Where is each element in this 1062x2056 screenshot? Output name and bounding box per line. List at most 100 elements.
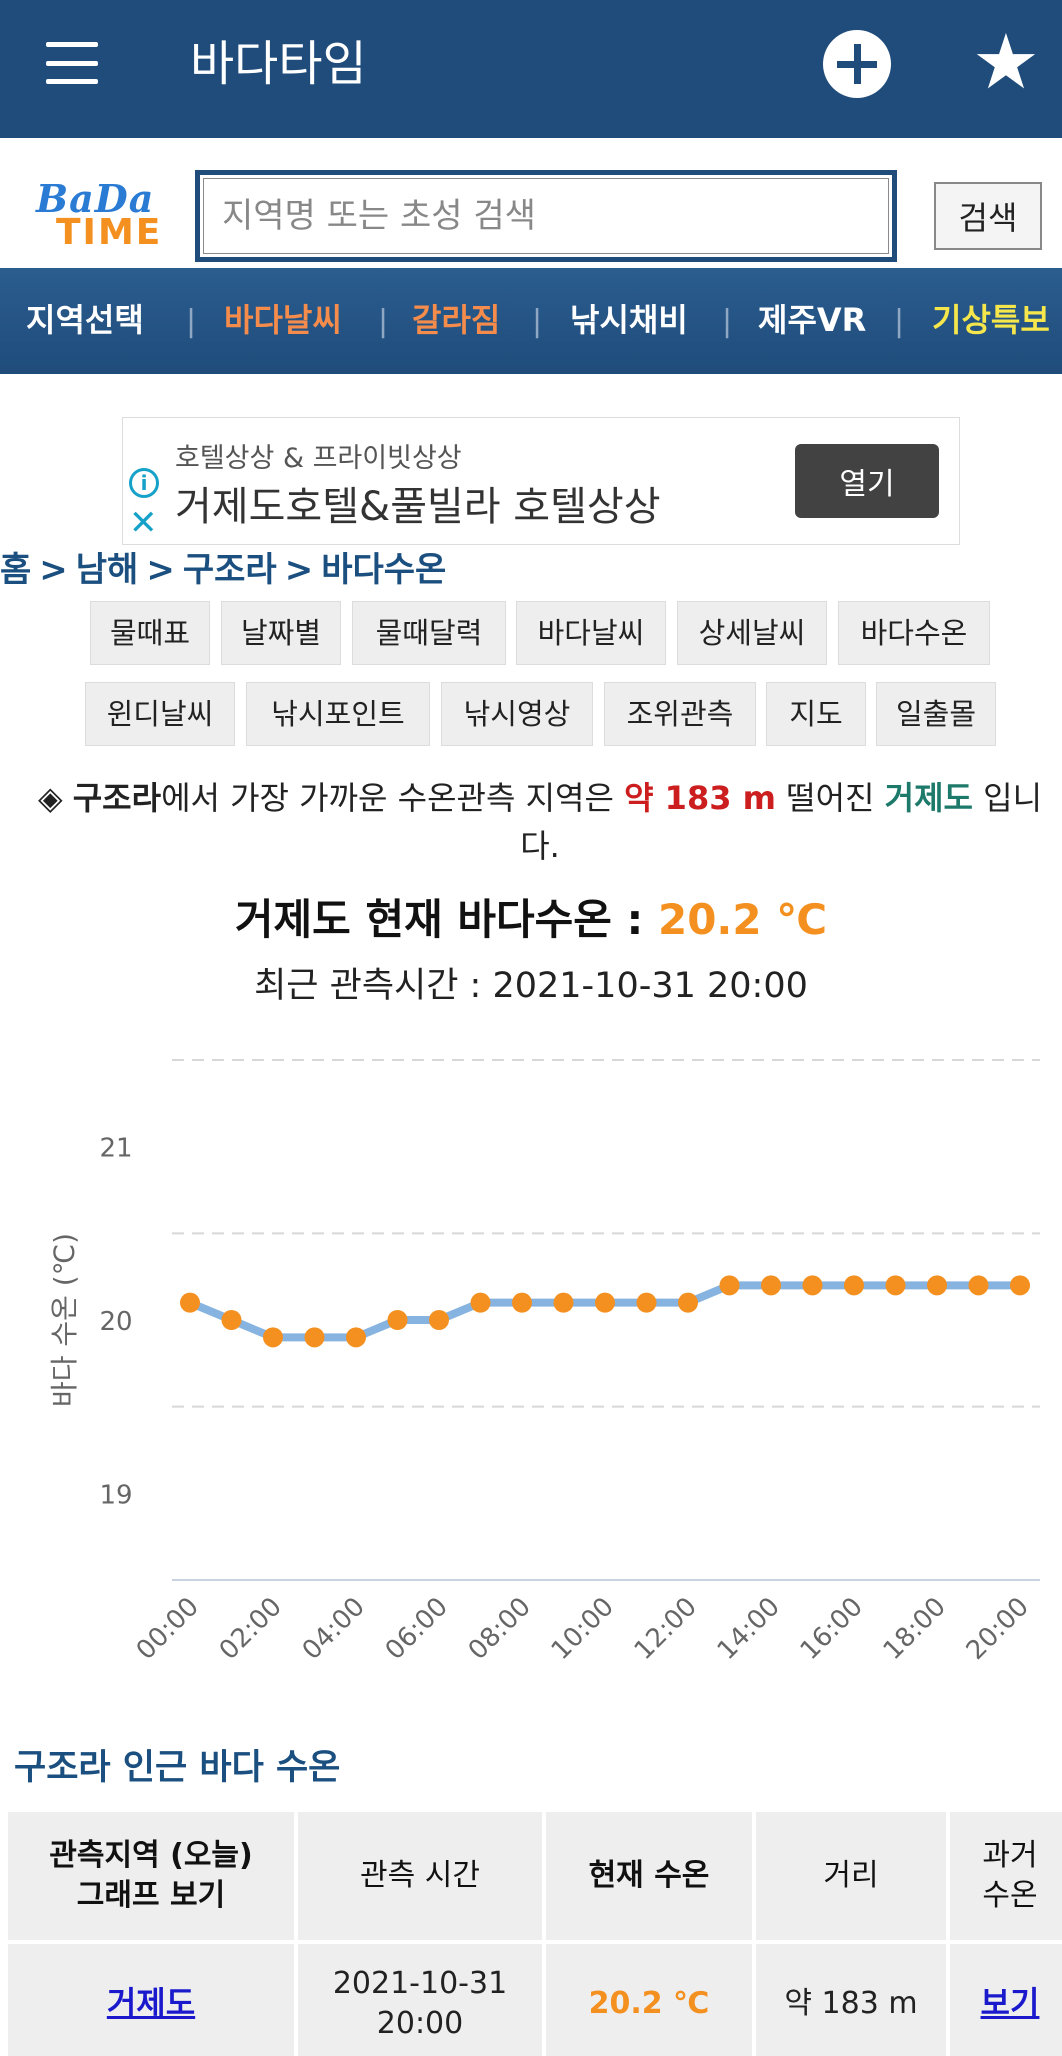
data-point (719, 1275, 740, 1296)
x-tick-label: 18:00 (878, 1592, 952, 1666)
x-tick-label: 14:00 (712, 1592, 786, 1666)
info-text-3: 입니다. (520, 779, 1043, 865)
ad-banner[interactable]: i ✕ 호텔상상 & 프라이빗상상 거제도호텔&풀빌라 호텔상상 열기 (122, 417, 960, 545)
nav-item-sea-weather[interactable]: 바다날씨 (224, 301, 342, 339)
data-point (885, 1275, 906, 1296)
logo-text-bada: BaDa (36, 176, 155, 221)
breadcrumb: 홈 > 남해 > 구조라 > 바다수온 (0, 550, 447, 590)
search-row: BaDa TIME 검색 (0, 138, 1062, 268)
data-point (346, 1327, 366, 1348)
data-point (802, 1275, 823, 1296)
data-point (470, 1292, 491, 1313)
tab-tide-observation[interactable]: 조위관측 (604, 682, 756, 746)
nav-item-fishing-tackle[interactable]: 낚시채비 (570, 301, 688, 339)
star-icon[interactable]: ★ (971, 17, 1041, 106)
add-icon[interactable] (823, 30, 891, 98)
x-tick-label: 16:00 (795, 1592, 869, 1666)
header-distance: 거리 (756, 1812, 946, 1940)
x-tick-label: 02:00 (214, 1592, 288, 1666)
row-time: 2021-10-31 20:00 (298, 1944, 542, 2056)
header-past-temp: 과거 수온 (950, 1812, 1062, 1940)
nav-separator: | (186, 304, 197, 339)
y-tick-label: 21 (99, 1134, 132, 1164)
tab-tide-table[interactable]: 물때표 (90, 601, 210, 665)
nearest-station-info: ◈ 구조라에서 가장 가까운 수온관측 지역은 약 183 m 떨어진 거제도 … (30, 774, 1050, 870)
header-time: 관측 시간 (298, 1812, 542, 1940)
breadcrumb-home[interactable]: 홈 (0, 550, 32, 590)
y-tick-label: 20 (99, 1307, 132, 1337)
x-tick-label: 08:00 (463, 1592, 537, 1666)
ad-info-icon[interactable]: i (129, 468, 159, 498)
header-current-temp: 현재 수온 (546, 1812, 752, 1940)
nearby-temperature-table: 관측지역 (오늘) 그래프 보기 관측 시간 현재 수온 거리 과거 수온 거제… (4, 1808, 1062, 2056)
data-point (304, 1327, 325, 1348)
tab-sunrise-sunset[interactable]: 일출몰 (876, 682, 996, 746)
data-point (844, 1275, 864, 1296)
tab-fishing-points[interactable]: 낚시포인트 (246, 682, 430, 746)
y-tick-label: 19 (99, 1480, 132, 1510)
bada-time-logo[interactable]: BaDa TIME (30, 176, 170, 253)
row-station: 거제도 (8, 1944, 294, 2056)
category-nav: 지역선택 | 바다날씨 | 갈라짐 | 낚시채비 | 제주VR | 기상특보 (0, 268, 1062, 374)
observation-time: 최근 관측시간 : 2021-10-31 20:00 (254, 966, 808, 1006)
data-point (429, 1310, 449, 1330)
current-temp-title: 거제도 현재 바다수온 : (234, 895, 644, 944)
data-point (968, 1275, 989, 1296)
search-button[interactable]: 검색 (934, 182, 1042, 250)
past-temp-link[interactable]: 보기 (980, 1984, 1040, 2022)
info-text-2: 떨어진 (786, 779, 875, 817)
current-temp-heading: 거제도 현재 바다수온 : 20.2 ℃ (0, 892, 1062, 948)
ad-close-icon[interactable]: ✕ (129, 503, 158, 543)
data-point (927, 1275, 947, 1296)
ad-open-button[interactable]: 열기 (795, 444, 939, 518)
data-point (636, 1292, 657, 1313)
row-temp: 20.2 ℃ (546, 1944, 752, 2056)
nav-separator: | (722, 304, 733, 339)
data-point (221, 1310, 242, 1330)
search-box (195, 170, 897, 262)
info-distance: 약 183 m (624, 779, 776, 817)
logo-text-time: TIME (56, 212, 163, 253)
data-point (761, 1275, 781, 1296)
data-point (553, 1292, 574, 1313)
breadcrumb-south-sea[interactable]: 남해 (75, 550, 139, 590)
table-header-row: 관측지역 (오늘) 그래프 보기 관측 시간 현재 수온 거리 과거 수온 (8, 1812, 1062, 1940)
breadcrumb-water-temp[interactable]: 바다수온 (321, 550, 447, 590)
tab-tide-calendar[interactable]: 물때달력 (352, 601, 506, 665)
nav-item-jeju-vr[interactable]: 제주VR (758, 301, 867, 339)
nav-item-weather-warning[interactable]: 기상특보 (932, 301, 1050, 339)
tab-by-date[interactable]: 날짜별 (221, 601, 341, 665)
tab-windy-weather[interactable]: 윈디날씨 (85, 682, 235, 746)
water-temperature-chart: 19 20 21 바다 수온 (℃) 00:00 02:00 04:00 06:00 08:00… (48, 1059, 1040, 1666)
tab-fishing-videos[interactable]: 낚시영상 (441, 682, 593, 746)
tab-water-temperature[interactable]: 바다수온 (838, 601, 990, 665)
breadcrumb-gujora[interactable]: 구조라 (182, 550, 277, 590)
diamond-bullet-icon: ◈ (37, 779, 63, 817)
data-point (180, 1292, 200, 1313)
ad-headline[interactable]: 거제도호텔&풀빌라 호텔상상 (175, 484, 661, 530)
tab-detailed-weather[interactable]: 상세날씨 (677, 601, 827, 665)
header-station: 관측지역 (오늘) 그래프 보기 (8, 1812, 294, 1940)
nav-separator: | (378, 304, 389, 339)
x-tick-label: 10:00 (546, 1592, 620, 1666)
x-tick-label: 00:00 (131, 1592, 205, 1666)
nav-item-sea-parting[interactable]: 갈라짐 (412, 301, 501, 339)
x-tick-label: 04:00 (297, 1592, 371, 1666)
info-station: 거제도 (884, 779, 973, 817)
station-link[interactable]: 거제도 (106, 1984, 196, 2022)
data-point (1010, 1275, 1030, 1296)
app-title: 바다타임 (190, 36, 367, 92)
nav-item-region-select[interactable]: 지역선택 (26, 301, 144, 339)
nav-separator: | (894, 304, 905, 339)
info-text-1: 에서 가장 가까운 수온관측 지역은 (161, 779, 614, 817)
data-point (595, 1292, 615, 1313)
tab-map[interactable]: 지도 (766, 682, 866, 746)
data-point (678, 1292, 698, 1313)
tab-sea-weather[interactable]: 바다날씨 (516, 601, 666, 665)
table-row: 거제도 2021-10-31 20:00 20.2 ℃ 약 183 m 보기 (8, 1944, 1062, 2056)
row-past: 보기 (950, 1944, 1062, 2056)
hamburger-menu-icon[interactable] (46, 38, 100, 88)
app-bar: 바다타임 ★ (0, 0, 1062, 138)
row-distance: 약 183 m (756, 1944, 946, 2056)
search-input[interactable] (203, 178, 889, 254)
